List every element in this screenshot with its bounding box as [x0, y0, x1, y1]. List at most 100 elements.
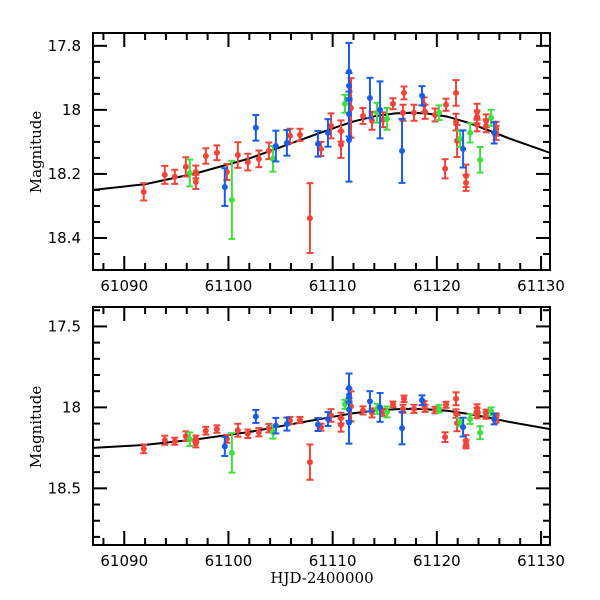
marker — [337, 128, 344, 135]
data-point-red — [389, 400, 397, 409]
marker — [411, 109, 418, 116]
data-point-red — [161, 434, 169, 446]
marker — [221, 443, 228, 450]
marker — [411, 405, 418, 412]
marker — [296, 417, 303, 424]
marker — [443, 101, 450, 108]
marker — [453, 395, 460, 402]
bottom-xlabel: HJD-2400000 — [270, 569, 373, 587]
data-point-blue — [366, 76, 374, 120]
top-axes-frame — [92, 32, 551, 271]
marker — [228, 196, 235, 203]
data-point-blue — [345, 400, 353, 445]
data-point-blue — [418, 394, 426, 407]
data-point-red — [442, 97, 450, 112]
data-point-red — [452, 79, 460, 107]
marker — [377, 106, 384, 113]
marker — [422, 108, 429, 115]
marker — [419, 92, 426, 99]
marker — [442, 165, 449, 172]
x-tick-label: 61110 — [309, 552, 357, 570]
marker — [296, 131, 303, 138]
data-point-red — [452, 112, 460, 132]
data-point-blue — [376, 80, 384, 140]
marker — [286, 132, 293, 139]
data-point-red — [140, 182, 148, 202]
data-point-red — [441, 158, 449, 180]
series-red — [140, 77, 500, 255]
data-point-blue — [490, 121, 498, 145]
x-tick-label: 61090 — [100, 552, 148, 570]
marker — [283, 421, 290, 428]
data-point-red — [337, 119, 345, 143]
marker — [140, 445, 147, 452]
marker — [202, 152, 209, 159]
bottom-axes-frame — [92, 306, 551, 546]
marker — [306, 459, 313, 466]
marker — [192, 440, 199, 447]
bottom-ylabel: Magnitude — [27, 386, 45, 469]
data-point-red — [213, 424, 221, 434]
marker — [359, 112, 366, 119]
y-tick-label: 18.5 — [48, 479, 81, 497]
data-point-green — [476, 425, 484, 441]
marker — [161, 437, 168, 444]
marker — [346, 392, 353, 399]
data-point-green — [186, 431, 194, 448]
top-panel: Magnitude 61090 61100 61110 61120 61130 17.8 1… — [27, 32, 565, 295]
marker — [457, 136, 464, 143]
marker — [346, 419, 353, 426]
marker — [463, 441, 470, 448]
data-point-green — [228, 159, 236, 240]
marker — [265, 147, 272, 154]
marker — [419, 397, 426, 404]
marker — [161, 171, 168, 178]
data-point-red — [192, 173, 200, 190]
marker — [491, 416, 498, 423]
data-point-green — [466, 122, 474, 144]
data-point-red — [410, 403, 418, 414]
marker — [337, 415, 344, 422]
data-point-red — [452, 408, 460, 419]
marker — [255, 155, 262, 162]
data-point-red — [161, 164, 169, 185]
marker — [483, 122, 490, 129]
marker — [422, 405, 429, 412]
data-point-red — [255, 426, 263, 438]
data-point-red — [410, 103, 418, 122]
data-point-red — [421, 403, 429, 413]
bottom-panel: Magnitude HJD-2400000 61090 61100 61110 611… — [27, 306, 565, 587]
marker — [341, 100, 348, 107]
marker — [272, 143, 279, 150]
marker — [477, 429, 484, 436]
x-tick-label: 61130 — [517, 552, 565, 570]
x-tick-label: 61100 — [205, 552, 253, 570]
marker — [399, 405, 406, 412]
x-tick-label: 61090 — [100, 277, 148, 295]
marker — [192, 178, 199, 185]
y-tick-label: 17.8 — [48, 37, 81, 55]
data-point-blue — [376, 391, 384, 423]
marker — [317, 145, 324, 152]
data-point-red — [234, 422, 242, 438]
marker — [488, 114, 495, 121]
data-point-red — [452, 391, 460, 407]
data-point-green — [435, 404, 443, 414]
data-point-red — [171, 436, 179, 446]
marker — [399, 147, 406, 154]
data-point-blue — [459, 129, 467, 169]
y-tick-label: 18 — [62, 101, 81, 119]
x-tick-label: 61120 — [413, 277, 461, 295]
data-point-blue — [398, 410, 406, 446]
series-blue — [221, 372, 498, 457]
data-point-green — [228, 432, 236, 474]
data-point-blue — [314, 417, 322, 433]
marker — [182, 163, 189, 170]
data-point-red — [213, 144, 221, 162]
marker — [384, 115, 391, 122]
marker — [186, 436, 193, 443]
marker — [369, 117, 376, 124]
marker — [140, 188, 147, 195]
x-tick-label: 61120 — [413, 552, 461, 570]
